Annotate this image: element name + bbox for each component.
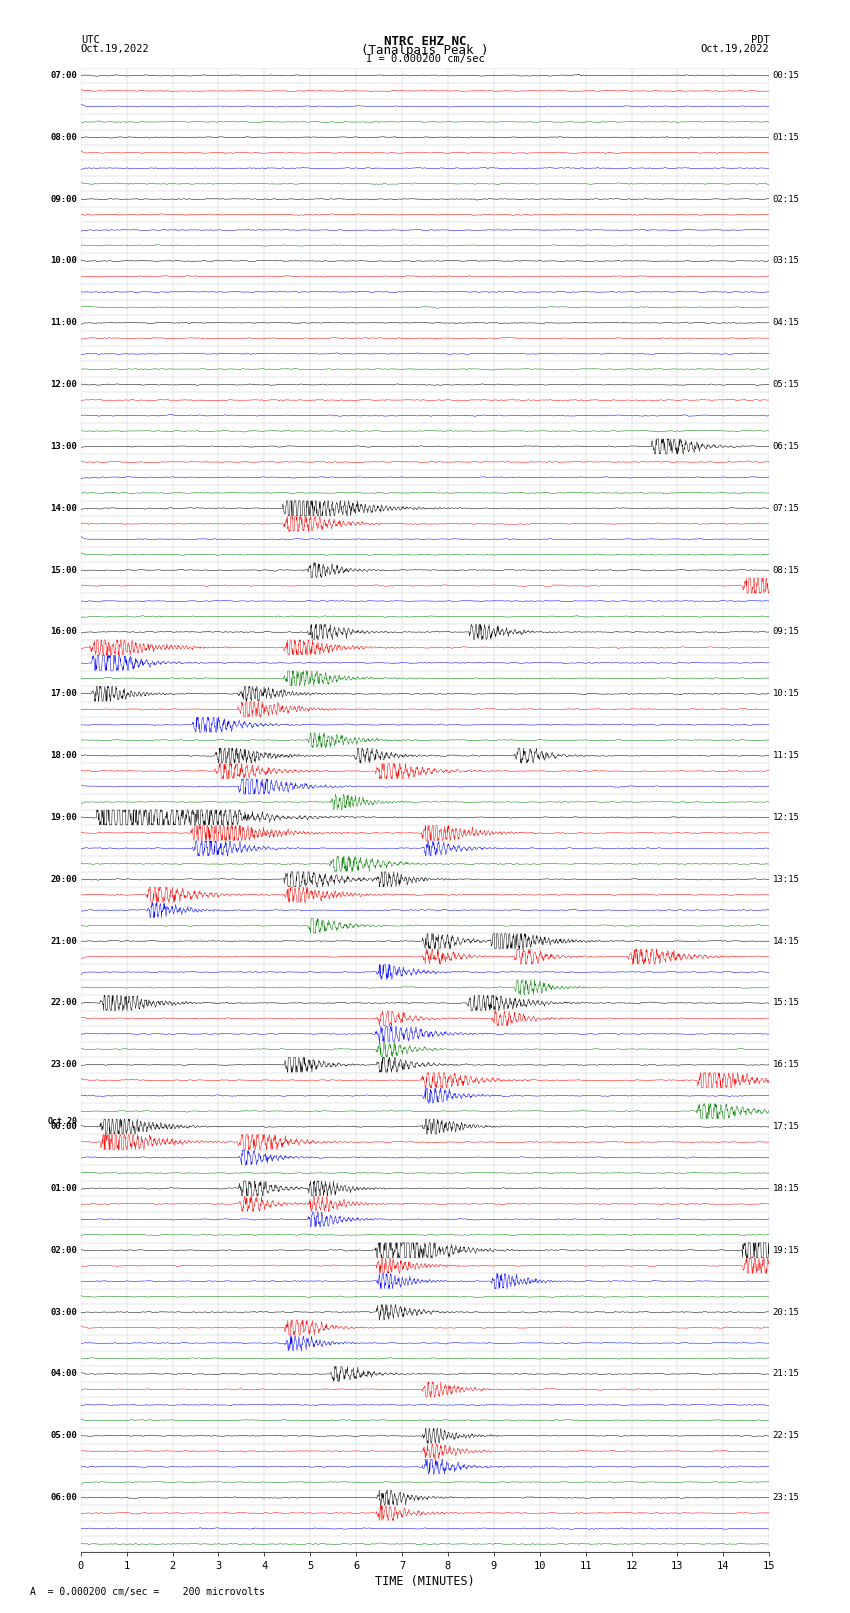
Text: 17:15: 17:15 xyxy=(773,1123,800,1131)
Text: 06:00: 06:00 xyxy=(50,1494,77,1502)
Text: 15:15: 15:15 xyxy=(773,998,800,1008)
Text: 15:00: 15:00 xyxy=(50,566,77,574)
Text: NTRC EHZ NC: NTRC EHZ NC xyxy=(383,35,467,48)
Text: (Tanalpais Peak ): (Tanalpais Peak ) xyxy=(361,44,489,58)
Text: 22:15: 22:15 xyxy=(773,1431,800,1440)
Text: 06:15: 06:15 xyxy=(773,442,800,452)
Text: 21:00: 21:00 xyxy=(50,937,77,945)
Text: 00:00: 00:00 xyxy=(50,1123,77,1131)
Text: 07:15: 07:15 xyxy=(773,503,800,513)
Text: 14:15: 14:15 xyxy=(773,937,800,945)
Text: 16:00: 16:00 xyxy=(50,627,77,637)
Text: 09:15: 09:15 xyxy=(773,627,800,637)
Text: 20:15: 20:15 xyxy=(773,1308,800,1316)
Text: 18:15: 18:15 xyxy=(773,1184,800,1194)
Text: 23:00: 23:00 xyxy=(50,1060,77,1069)
Text: 09:00: 09:00 xyxy=(50,195,77,203)
Text: 04:15: 04:15 xyxy=(773,318,800,327)
Text: A  = 0.000200 cm/sec =    200 microvolts: A = 0.000200 cm/sec = 200 microvolts xyxy=(30,1587,264,1597)
Text: 05:00: 05:00 xyxy=(50,1431,77,1440)
Text: 20:00: 20:00 xyxy=(50,874,77,884)
Text: 08:15: 08:15 xyxy=(773,566,800,574)
Text: 13:00: 13:00 xyxy=(50,442,77,452)
Text: 11:00: 11:00 xyxy=(50,318,77,327)
Text: 01:00: 01:00 xyxy=(50,1184,77,1194)
Text: 02:15: 02:15 xyxy=(773,195,800,203)
Text: 10:00: 10:00 xyxy=(50,256,77,266)
X-axis label: TIME (MINUTES): TIME (MINUTES) xyxy=(375,1574,475,1587)
Text: 01:15: 01:15 xyxy=(773,132,800,142)
Text: 22:00: 22:00 xyxy=(50,998,77,1008)
Text: 17:00: 17:00 xyxy=(50,689,77,698)
Text: 19:15: 19:15 xyxy=(773,1245,800,1255)
Text: Oct.19,2022: Oct.19,2022 xyxy=(700,44,769,55)
Text: I = 0.000200 cm/sec: I = 0.000200 cm/sec xyxy=(366,53,484,65)
Text: 04:00: 04:00 xyxy=(50,1369,77,1379)
Text: Oct.19,2022: Oct.19,2022 xyxy=(81,44,150,55)
Text: 00:15: 00:15 xyxy=(773,71,800,81)
Text: 13:15: 13:15 xyxy=(773,874,800,884)
Text: 08:00: 08:00 xyxy=(50,132,77,142)
Text: 03:15: 03:15 xyxy=(773,256,800,266)
Text: 14:00: 14:00 xyxy=(50,503,77,513)
Text: 16:15: 16:15 xyxy=(773,1060,800,1069)
Text: PDT: PDT xyxy=(751,35,769,45)
Text: 12:15: 12:15 xyxy=(773,813,800,823)
Text: 10:15: 10:15 xyxy=(773,689,800,698)
Text: Oct.20: Oct.20 xyxy=(48,1118,77,1126)
Text: 21:15: 21:15 xyxy=(773,1369,800,1379)
Text: 07:00: 07:00 xyxy=(50,71,77,81)
Text: 18:00: 18:00 xyxy=(50,752,77,760)
Text: UTC: UTC xyxy=(81,35,99,45)
Text: 11:15: 11:15 xyxy=(773,752,800,760)
Text: 19:00: 19:00 xyxy=(50,813,77,823)
Text: 03:00: 03:00 xyxy=(50,1308,77,1316)
Text: 23:15: 23:15 xyxy=(773,1494,800,1502)
Text: 12:00: 12:00 xyxy=(50,381,77,389)
Text: 02:00: 02:00 xyxy=(50,1245,77,1255)
Text: 05:15: 05:15 xyxy=(773,381,800,389)
